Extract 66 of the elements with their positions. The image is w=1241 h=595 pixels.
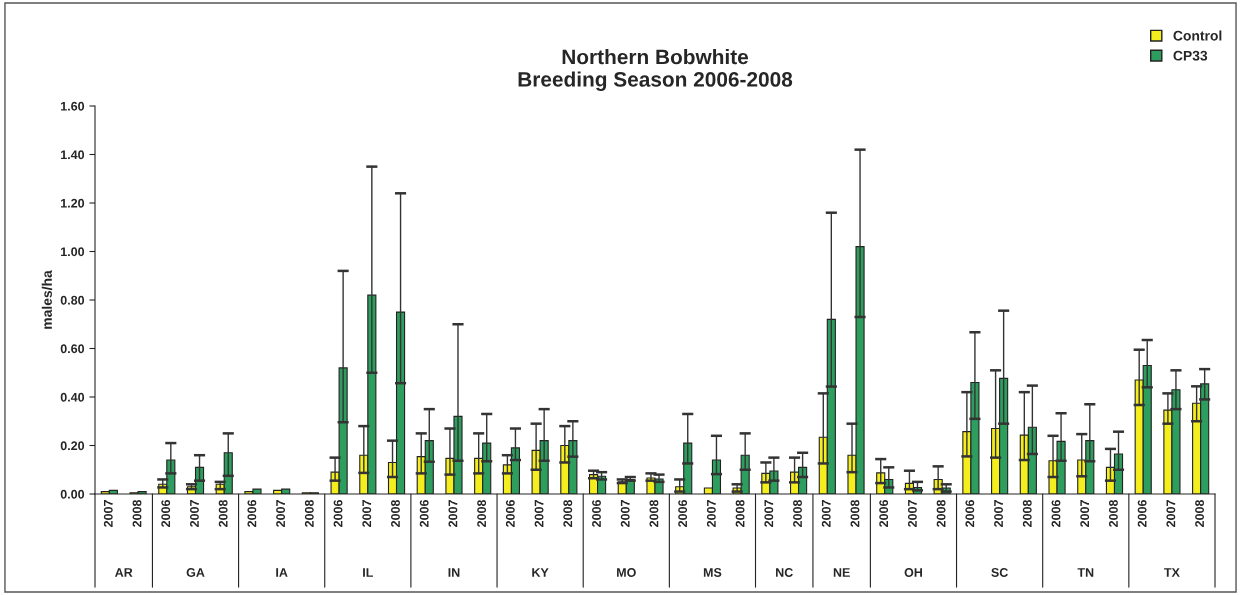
text: MO — [617, 568, 636, 577]
text: KY — [532, 568, 549, 577]
text: SC — [991, 568, 1008, 577]
text: TN — [1077, 568, 1094, 577]
y-tick-label: 1.60 — [61, 101, 85, 111]
x-tick-label: 2006 — [965, 500, 975, 527]
x-tick-label: 2007 — [706, 500, 716, 527]
x-tick-label: 2006 — [1051, 500, 1061, 527]
x-tick-label: 2006 — [879, 500, 889, 527]
text: IA — [276, 568, 288, 577]
x-tick-label: 2007 — [1080, 500, 1090, 527]
x-tick-label: 2008 — [477, 499, 487, 527]
text: IL — [363, 568, 373, 577]
x-tick-label: 2007 — [620, 500, 630, 527]
y-tick-label: 0.20 — [60, 441, 85, 451]
text: GA — [186, 568, 205, 577]
x-tick-label: 2008 — [1195, 499, 1204, 527]
x-tick-label: 2008 — [132, 499, 142, 527]
x-tick-label: 2006 — [1137, 500, 1147, 527]
y-tick-label: 1.40 — [61, 150, 85, 160]
x-tick-label: 2007 — [764, 500, 774, 527]
text: MS — [703, 568, 722, 577]
x-tick-label: 2006 — [678, 500, 688, 527]
y-tick-label: 0.80 — [60, 295, 85, 305]
text: NE — [833, 568, 850, 577]
text: NC — [776, 568, 793, 577]
y-tick-label: 1.00 — [61, 247, 85, 257]
x-tick-label: 2006 — [419, 500, 429, 527]
x-tick-label: 2007 — [1166, 500, 1176, 527]
y-tick-label: 0.60 — [60, 344, 85, 354]
text: AR — [115, 568, 133, 577]
legend-label: Control — [1173, 30, 1222, 41]
x-tick-label: 2006 — [505, 500, 515, 527]
x-tick-label: 2006 — [592, 500, 601, 527]
x-tick-label: 2006 — [161, 500, 171, 527]
x-tick-label: 2008 — [563, 499, 573, 527]
x-tick-label: 2007 — [534, 500, 544, 527]
legend-label: CP33 — [1173, 50, 1208, 61]
x-tick-label: 2007 — [276, 500, 286, 527]
x-tick-label: 2007 — [907, 500, 917, 527]
x-tick-label: 2008 — [1022, 499, 1032, 527]
x-tick-label: 2007 — [103, 500, 113, 527]
x-tick-label: 2008 — [649, 499, 659, 527]
x-tick-label: 2006 — [247, 500, 257, 527]
y-axis-title: males/ha — [41, 270, 53, 329]
x-tick-label: 2008 — [735, 499, 745, 527]
x-tick-label: 2008 — [1108, 499, 1118, 527]
x-tick-label: 2008 — [793, 499, 802, 527]
x-tick-label: 2007 — [448, 500, 458, 527]
y-tick-label: 1.20 — [61, 198, 85, 208]
x-tick-label: 2006 — [333, 500, 343, 527]
x-tick-label: 2008 — [391, 499, 400, 527]
x-tick-label: 2008 — [218, 499, 228, 527]
y-tick-label: 0.40 — [60, 392, 85, 402]
y-tick-label: 0.00 — [60, 489, 85, 499]
x-tick-label: 2007 — [821, 500, 831, 527]
chart-title: Northern Bobwhite Breeding Season 2006-2008 — [518, 49, 793, 91]
text: IN — [448, 568, 460, 577]
x-tick-label: 2007 — [190, 500, 199, 527]
x-tick-label: 2008 — [304, 499, 314, 527]
text: OH — [904, 568, 922, 577]
text: TX — [1164, 568, 1180, 577]
x-tick-label: 2008 — [850, 499, 860, 527]
x-tick-label: 2008 — [936, 499, 946, 527]
x-tick-label: 2007 — [362, 500, 372, 527]
x-tick-label: 2007 — [994, 500, 1003, 527]
